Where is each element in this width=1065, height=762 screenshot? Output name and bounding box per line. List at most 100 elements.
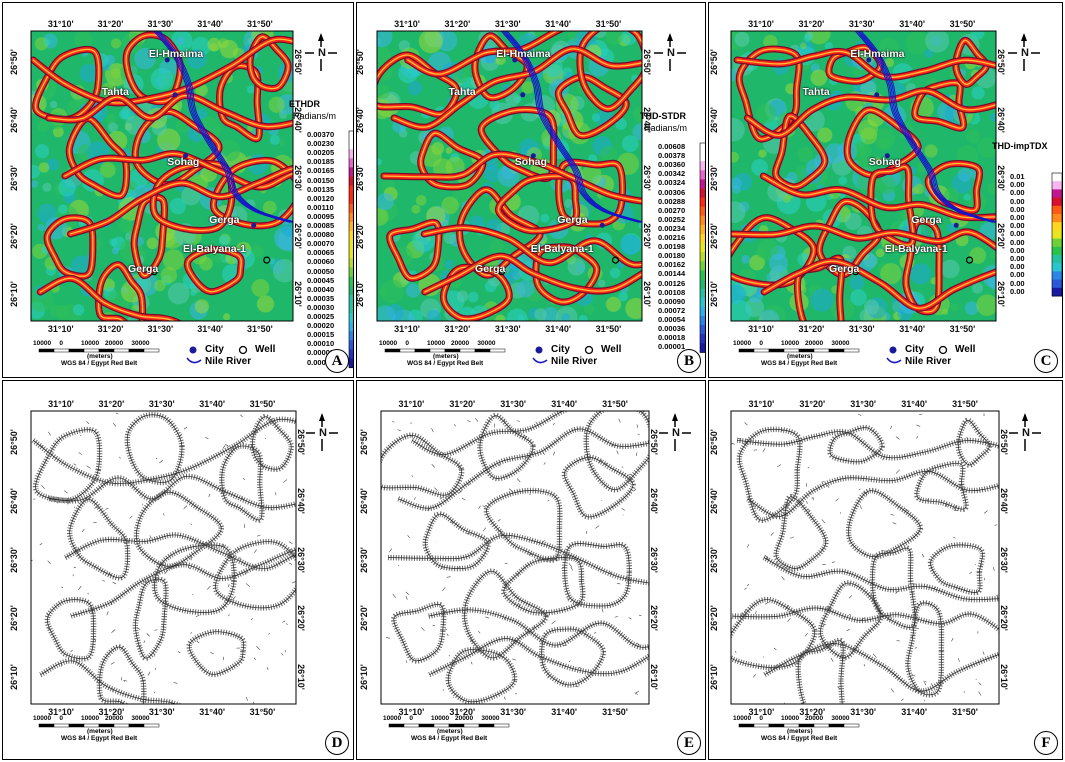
- scale-bar-segment: [753, 723, 770, 728]
- texture-spot: [971, 86, 985, 100]
- lineament-dash: [397, 429, 401, 432]
- lineament-dash: [762, 448, 766, 453]
- texture-spot: [42, 182, 52, 192]
- scale-number: 10000: [431, 715, 450, 722]
- lineament-line: [763, 557, 999, 601]
- map-graphic: [380, 410, 691, 728]
- lineament-dash: [634, 692, 638, 695]
- colorbar-swatch: [700, 243, 705, 253]
- lineament-dash: [461, 497, 466, 501]
- scale-bar-segment: [448, 723, 465, 728]
- longitude-tick: 31°50': [247, 324, 273, 334]
- legend-well: Well: [601, 344, 622, 355]
- texture-spot: [797, 146, 813, 163]
- colorbar-swatch: [349, 303, 353, 314]
- lineament-dash: [881, 549, 884, 552]
- texture-spot: [617, 261, 625, 269]
- texture-spot: [925, 31, 950, 53]
- colorbar-swatch: [1052, 246, 1062, 256]
- river-legend-icon: [186, 357, 202, 364]
- lineament-dash: [913, 606, 917, 611]
- texture-spot: [731, 177, 742, 190]
- longitude-tick: 31°40': [545, 19, 571, 29]
- texture-spot: [853, 141, 869, 156]
- lineament-line: [585, 411, 649, 491]
- lineament-highlight: [763, 260, 996, 309]
- texture-spot: [251, 278, 270, 297]
- texture-spot: [609, 267, 621, 279]
- latitude-tick: 26°30': [358, 546, 369, 573]
- texture-spot: [824, 143, 845, 164]
- longitude-tick: 31°20': [98, 399, 125, 409]
- lineament-dash: [551, 620, 556, 625]
- colorbar-label: 0.00378: [658, 151, 686, 161]
- lineament-dash: [110, 602, 113, 606]
- scale-number: 10000: [427, 340, 446, 347]
- texture-spot: [134, 47, 156, 70]
- lineament-line: [747, 471, 999, 517]
- longitude-tick: 31°30': [147, 19, 174, 29]
- lineament-dash: [431, 428, 434, 433]
- lineament-line: [154, 544, 235, 613]
- nile-river: [860, 31, 996, 223]
- lineament-dash: [786, 605, 790, 610]
- longitude-tick: 31°30': [848, 324, 875, 334]
- colorbar-swatch: [1052, 205, 1062, 215]
- lineament-dash: [115, 412, 119, 415]
- texture-spot: [407, 80, 423, 96]
- colorbar-swatch: [700, 188, 705, 199]
- lineament-dash: [420, 627, 425, 631]
- texture-spot: [632, 106, 642, 123]
- colorbar-label: 0.00065: [307, 248, 335, 258]
- colorbar-swatch: [349, 222, 353, 232]
- lineament-dash: [744, 587, 747, 590]
- city-label: Sohag: [868, 155, 901, 168]
- city-label: Tahta: [101, 85, 129, 98]
- scale-bar-segment: [783, 723, 800, 728]
- well-legend-icon: [584, 345, 594, 355]
- lineament-dash: [933, 586, 937, 589]
- texture-spot: [441, 196, 459, 215]
- latitude-tick: 26°40': [356, 107, 365, 133]
- lineament-dash: [627, 473, 632, 477]
- lineament-line: [503, 557, 584, 614]
- colorbar-swatch: [1052, 238, 1062, 248]
- scale-number: 30000: [131, 340, 150, 347]
- legend-city: City: [205, 344, 224, 355]
- city-label: El-Balyana-1: [182, 242, 246, 255]
- colorbar-label: 0.00288: [658, 196, 686, 206]
- latitude-tick: 26°10': [8, 663, 19, 690]
- latitude-tick: 26°50': [641, 49, 652, 75]
- lineament-line: [65, 534, 296, 570]
- texture-spot: [377, 192, 395, 211]
- well-marker: [497, 268, 506, 276]
- lineament-highlight: [914, 82, 965, 129]
- north-arrow-icon: [667, 33, 673, 41]
- lineament-highlight: [249, 36, 289, 90]
- lineament-dash: [890, 425, 893, 430]
- lineament-dash: [627, 576, 631, 579]
- city-label: Tahta: [802, 85, 830, 98]
- lineament-dash: [540, 540, 545, 545]
- latitude-tick: 26°10': [648, 663, 659, 690]
- scale-bar-segment: [489, 348, 506, 353]
- texture-spot: [74, 31, 93, 49]
- city-label: El-Balyana-1: [530, 242, 594, 255]
- lineament-dash: [478, 505, 481, 509]
- scale-number: 30000: [131, 715, 150, 722]
- scale-bar-segment: [738, 723, 755, 728]
- lineament-line: [32, 418, 296, 485]
- longitude-tick: 31°50': [602, 707, 628, 717]
- scale-bar-segment: [68, 723, 85, 728]
- map-graphic: [730, 30, 1062, 364]
- latitude-tick: 26°30': [648, 546, 659, 573]
- scale-number: 30000: [477, 340, 496, 347]
- texture-spot: [632, 123, 642, 141]
- lineament-dash: [405, 595, 408, 600]
- texture-spot: [57, 204, 68, 215]
- lineament-dash: [904, 508, 909, 512]
- colorbar-label: 0.00005: [307, 348, 335, 358]
- texture-spot: [52, 126, 64, 138]
- lineament-line: [564, 543, 630, 607]
- lineament-dash: [111, 629, 116, 633]
